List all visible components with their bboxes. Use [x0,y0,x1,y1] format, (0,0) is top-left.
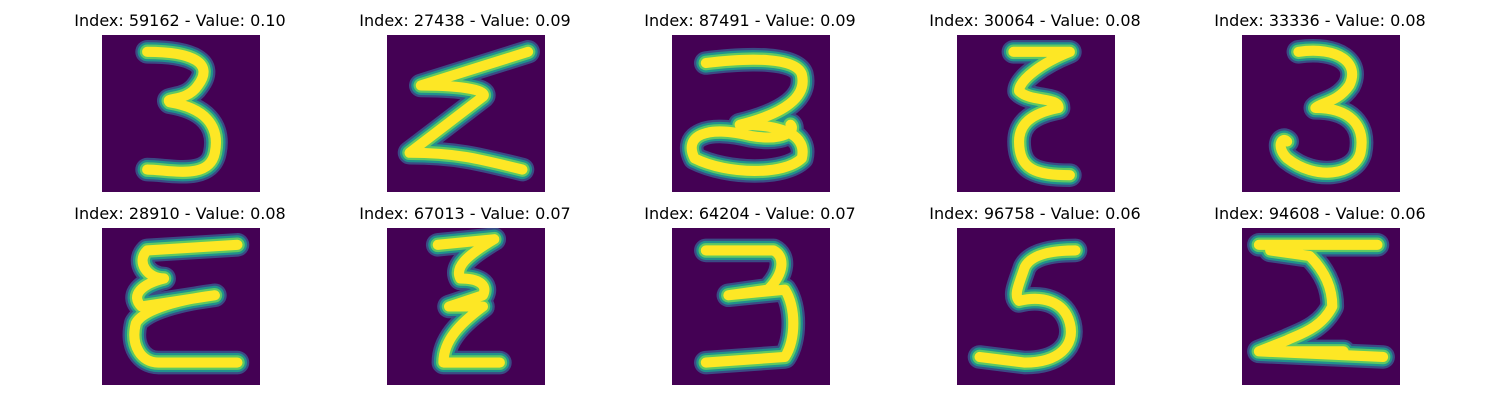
glyph-stroke [1275,45,1367,178]
grid-cell: Index: 59162 - Value: 0.10 [45,0,315,192]
panel-title: Index: 27438 - Value: 0.09 [359,11,571,30]
digit-image [102,35,260,192]
glyph-stroke [432,234,505,368]
panel-title: Index: 30064 - Value: 0.08 [929,11,1141,30]
panel-title: Index: 87491 - Value: 0.09 [644,11,856,30]
glyph-stroke [686,54,808,176]
digit-image [387,35,545,192]
glyph-stroke [700,245,799,368]
panel-title: Index: 96758 - Value: 0.06 [929,204,1141,223]
grid-cell: Index: 64204 - Value: 0.07 [615,193,885,385]
grid-cell: Index: 28910 - Value: 0.08 [45,193,315,385]
glyph-stroke [129,239,243,368]
glyph-stroke [142,46,221,177]
digit-image [1242,228,1400,385]
grid-cell: Index: 94608 - Value: 0.06 [1185,193,1455,385]
grid-cell: Index: 67013 - Value: 0.07 [330,193,600,385]
grid-cell: Index: 87491 - Value: 0.09 [615,0,885,192]
panel-title: Index: 28910 - Value: 0.08 [74,204,286,223]
glyph-stroke [1253,239,1389,363]
grid-cell: Index: 96758 - Value: 0.06 [900,193,1170,385]
panel-title: Index: 67013 - Value: 0.07 [359,204,571,223]
grid-cell: Index: 33336 - Value: 0.08 [1185,0,1455,192]
digit-image [1242,35,1400,192]
panel-title: Index: 33336 - Value: 0.08 [1214,11,1426,30]
grid-cell: Index: 27438 - Value: 0.09 [330,0,600,192]
panel-title: Index: 64204 - Value: 0.07 [644,204,856,223]
glyph-stroke [404,46,534,175]
digit-image [957,35,1115,192]
grid-cell: Index: 30064 - Value: 0.08 [900,0,1170,192]
digit-image [672,228,830,385]
panel-title: Index: 59162 - Value: 0.10 [74,11,286,30]
glyph-stroke [1008,46,1075,181]
digit-image [102,228,260,385]
panel-title: Index: 94608 - Value: 0.06 [1214,204,1426,223]
glyph-stroke [974,245,1081,368]
digit-image [387,228,545,385]
digit-image [957,228,1115,385]
digit-image [672,35,830,192]
